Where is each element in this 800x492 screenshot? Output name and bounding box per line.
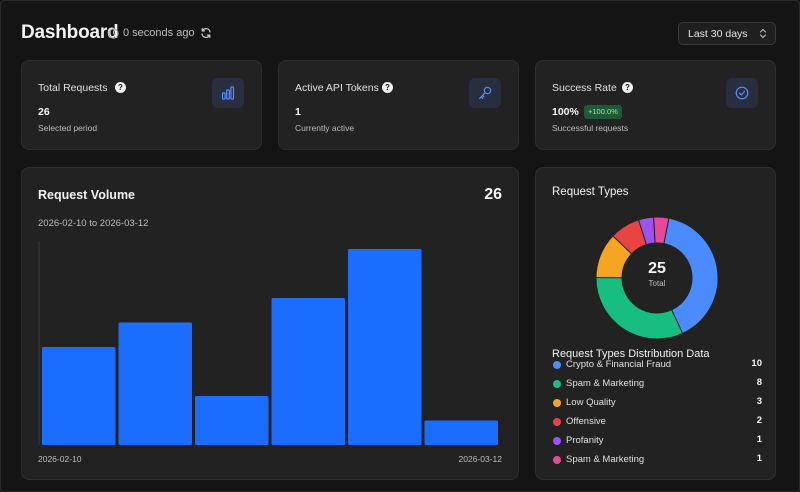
volume-bar[interactable] [271, 298, 346, 445]
stat-subtext: Selected period [38, 123, 98, 133]
legend-label: Profanity [566, 435, 604, 446]
request-types-donut [595, 216, 719, 340]
donut-slice[interactable] [653, 216, 670, 245]
legend-item: Low Quality 3 [552, 395, 762, 414]
clock-icon [108, 28, 119, 39]
legend-item: Crypto & Financial Fraud 10 [552, 357, 762, 376]
distribution-title: Request Types Distribution Data [552, 348, 710, 360]
date-range-text: 2026-02-10 to 2026-03-12 [38, 218, 149, 229]
key-icon [478, 86, 492, 100]
stat-subtext: Currently active [295, 123, 355, 133]
volume-bar[interactable] [118, 322, 193, 446]
stat-value: 100% [552, 106, 579, 118]
page-title: Dashboard [21, 22, 119, 43]
legend-label: Low Quality [566, 397, 616, 408]
legend-count: 3 [756, 396, 762, 407]
legend-item: Spam & Marketing 1 [552, 452, 762, 471]
stat-card-active-tokens: Active API Tokens ? 1 Currently active [278, 60, 519, 150]
legend-item: Profanity 1 [552, 433, 762, 452]
legend-count: 1 [756, 453, 762, 464]
donut-total: 25 [648, 260, 666, 277]
legend-label: Crypto & Financial Fraud [566, 359, 672, 370]
last-updated-text: 0 seconds ago [123, 27, 195, 39]
legend-item: Spam & Marketing 8 [552, 376, 762, 395]
legend-swatch [553, 399, 561, 407]
volume-bar[interactable] [42, 347, 116, 445]
stat-icon-box [469, 78, 501, 108]
x-tick-label-start: 2026-02-10 [38, 454, 82, 464]
help-icon[interactable]: ? [382, 82, 393, 93]
legend-count: 2 [756, 415, 762, 426]
stat-label: Active API Tokens [295, 82, 379, 94]
legend-label: Spam & Marketing [566, 454, 645, 465]
donut-total-label: Total [648, 279, 666, 288]
stat-label: Total Requests [38, 82, 108, 94]
stat-card-success-rate: Success Rate ? 100% +100.0% Successful r… [535, 60, 776, 150]
legend-count: 10 [751, 358, 762, 369]
volume-bar[interactable] [424, 420, 499, 446]
legend-swatch [553, 437, 561, 445]
legend-swatch [553, 380, 561, 388]
legend-swatch [553, 418, 561, 426]
legend-count: 8 [756, 377, 762, 388]
legend-swatch [553, 361, 561, 369]
bar-chart-icon [221, 86, 235, 100]
volume-bar[interactable] [348, 249, 422, 445]
stat-value: 26 [38, 106, 50, 118]
volume-bar[interactable] [195, 396, 269, 445]
date-range-select[interactable]: Last 30 days [678, 22, 776, 45]
donut-slice[interactable] [663, 217, 719, 335]
volume-total: 26 [484, 186, 502, 203]
panel-title: Request Volume [38, 188, 136, 202]
refresh-icon[interactable] [200, 27, 212, 39]
panel-title: Request Types [552, 186, 629, 198]
volume-bar-chart [38, 241, 499, 446]
legend-count: 1 [756, 434, 762, 445]
stat-subtext: Successful requests [552, 123, 629, 133]
check-circle-icon [735, 86, 749, 100]
legend-item: Offensive 2 [552, 414, 762, 433]
stat-label: Success Rate [552, 82, 617, 94]
request-types-panel: Request Types 25 Total Crypto & Financia… [535, 167, 776, 480]
legend-label: Offensive [566, 416, 606, 427]
legend-swatch [553, 456, 561, 464]
page-header: Dashboard 0 seconds ago Last 30 days [21, 20, 776, 48]
donut-legend: Crypto & Financial Fraud 10 Spam & Marketi… [552, 357, 762, 471]
help-icon[interactable]: ? [622, 82, 633, 93]
legend-label: Spam & Marketing [566, 378, 645, 389]
date-range-value: Last 30 days [688, 28, 748, 40]
request-volume-panel: Request Volume 26 2026-02-10 to 2026-03-… [21, 167, 519, 480]
stat-icon-box [726, 78, 758, 108]
change-badge: +100.0% [584, 105, 622, 119]
x-tick-label-end: 2026-03-12 [458, 454, 502, 464]
help-icon[interactable]: ? [115, 82, 126, 93]
stat-icon-box [212, 78, 244, 108]
stat-card-total-requests: Total Requests ? 26 Selected period [21, 60, 262, 150]
stat-value: 1 [295, 106, 301, 118]
chevron-updown-icon [759, 28, 767, 39]
